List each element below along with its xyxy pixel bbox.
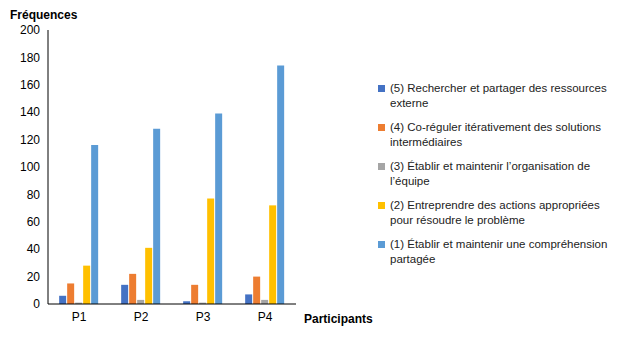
svg-text:40: 40 <box>27 242 41 256</box>
html-text:(2) Entreprendre des actions a: (2) Entreprendre des actions appropriées… <box>390 198 600 226</box>
svg-text:P4: P4 <box>258 310 273 324</box>
svg-text:200: 200 <box>20 23 40 37</box>
svg-text:P2: P2 <box>134 310 149 324</box>
svg-text:Participants: Participants <box>304 312 373 326</box>
html-text:(5) Rechercher et partager des: (5) Rechercher et partager des ressource… <box>390 81 607 109</box>
html-text:(4) Co-réguler itérativement d: (4) Co-réguler itérativement des solutio… <box>390 120 601 148</box>
html-text:Fréquences: Fréquences <box>10 8 78 22</box>
svg-text:80: 80 <box>27 188 41 202</box>
svg-text:120: 120 <box>20 133 40 147</box>
svg-text:100: 100 <box>20 160 40 174</box>
svg-text:60: 60 <box>27 215 41 229</box>
svg-text:P1: P1 <box>72 310 87 324</box>
svg-text:160: 160 <box>20 78 40 92</box>
svg-text:P3: P3 <box>196 310 211 324</box>
svg-text:20: 20 <box>27 270 41 284</box>
html-text:(1) Établir et maintenir une c: (1) Établir et maintenir une compréhensi… <box>390 237 608 265</box>
html-text:(3) Établir et maintenir l’org: (3) Établir et maintenir l’organisation … <box>390 159 591 187</box>
svg-text:0: 0 <box>33 297 40 311</box>
svg-text:180: 180 <box>20 51 40 65</box>
svg-text:140: 140 <box>20 105 40 119</box>
